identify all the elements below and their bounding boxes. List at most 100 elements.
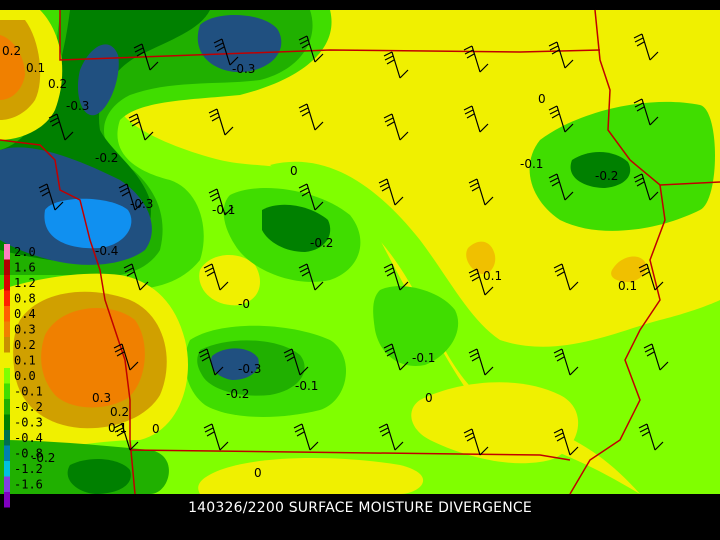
contour-label: 0.2 <box>48 77 67 91</box>
contour-label: -0.1 <box>295 379 318 393</box>
contour-label: -0.1 <box>520 157 543 171</box>
contour-label: 0.1 <box>483 269 502 283</box>
contour-fill-negative-center-a-core <box>262 204 331 252</box>
wind-barb <box>203 263 229 291</box>
wind-barb <box>638 263 664 291</box>
contour-label: -0.2 <box>595 169 618 183</box>
contour-label: -0.2 <box>226 387 249 401</box>
contour-label: -0.1 <box>412 351 435 365</box>
wind-barb <box>468 348 494 376</box>
contour-label: -0.4 <box>95 244 118 258</box>
contour-labels: 0.2 0.1 -0.3 0.2 -0.3 0 -0.2 0 -0.1 -0.2… <box>2 44 637 480</box>
wind-barb <box>633 98 659 126</box>
legend-label: 0.1 <box>14 354 36 368</box>
wind-barb <box>643 343 669 371</box>
contour-label: 0.1 <box>618 279 637 293</box>
legend-label: -1.2 <box>14 462 43 476</box>
legend-swatch <box>4 399 10 415</box>
wind-barbs <box>38 33 669 456</box>
contour-label: 0 <box>425 391 433 405</box>
contour-label: -0.3 <box>66 99 89 113</box>
contour-fill-positive-center <box>199 254 260 306</box>
contour-label: 0 <box>538 92 546 106</box>
wind-barb <box>383 51 409 79</box>
legend-label: 1.2 <box>14 276 36 290</box>
wind-barb <box>633 173 659 201</box>
legend-swatch <box>4 445 10 461</box>
wind-barb <box>298 35 324 63</box>
legend-swatch <box>4 337 10 353</box>
contour-label: 0.1 <box>108 421 127 435</box>
legend-swatch <box>4 290 10 306</box>
contour-label: 0 <box>290 164 298 178</box>
wind-barb <box>468 268 494 296</box>
wind-barb <box>123 263 149 291</box>
contour-fill-negative-southwest-core <box>67 458 131 494</box>
legend-swatch <box>4 306 10 322</box>
contour-fill-negative-east-core <box>570 151 631 188</box>
legend-label: -0.3 <box>14 416 43 430</box>
legend-label: -0.4 <box>14 431 43 445</box>
contour-fill-negative-south-center-core <box>211 348 259 380</box>
wind-barb <box>298 103 324 131</box>
contour-fill-positive-south <box>411 382 579 464</box>
wind-barb <box>293 423 319 451</box>
contour-label: 0.2 <box>2 44 21 58</box>
contour-label: 0.1 <box>26 61 45 75</box>
legend-swatch <box>4 476 10 492</box>
contour-fill-negative-north-green-core <box>77 44 119 116</box>
legend-label: -0.1 <box>14 385 43 399</box>
wind-barb <box>638 423 664 451</box>
wind-barb <box>118 183 144 211</box>
filled-contours <box>0 10 720 494</box>
legend-swatch <box>4 321 10 337</box>
legend-swatch <box>4 492 10 508</box>
wind-barb <box>133 43 159 71</box>
legend-swatch <box>4 352 10 368</box>
legend-label: 0.0 <box>14 369 36 383</box>
contour-label: 0.2 <box>110 405 129 419</box>
boundary-south <box>129 449 571 461</box>
wind-barb <box>298 183 324 211</box>
wind-barb <box>213 38 239 66</box>
state-boundaries <box>0 9 720 495</box>
legend-label: 2.0 <box>14 245 36 259</box>
legend-label: 1.6 <box>14 261 36 275</box>
boundary-west-river <box>0 139 136 495</box>
contour-fill-positive-southwest-max <box>41 308 145 408</box>
legend-label: 0.4 <box>14 307 36 321</box>
wind-barb <box>383 343 409 371</box>
contour-label: -0.3 <box>130 197 153 211</box>
contour-label: -0.2 <box>32 451 55 465</box>
contour-label: -0 <box>238 297 250 311</box>
wind-barb <box>128 113 154 141</box>
legend-swatch <box>4 414 10 430</box>
wind-barb <box>553 263 579 291</box>
legend-swatch <box>4 244 10 260</box>
wind-barb <box>113 423 139 451</box>
contour-fill-zero-band <box>270 161 720 494</box>
legend-label: -1.6 <box>14 478 43 492</box>
wind-barb <box>378 423 404 451</box>
wind-barb <box>203 423 229 451</box>
wind-barb <box>633 33 659 61</box>
wind-barb <box>553 428 579 456</box>
wind-barb <box>463 45 489 73</box>
legend-swatch <box>4 430 10 446</box>
contour-fill-positive-south-west <box>198 458 424 494</box>
legend-swatch <box>4 383 10 399</box>
contour-fill-positive-northwest-max <box>0 35 25 100</box>
wind-barb <box>553 348 579 376</box>
contour-label: -0.2 <box>310 236 333 250</box>
wind-barb <box>283 348 309 376</box>
legend-label: 0.3 <box>14 323 36 337</box>
legend-label: -2.0 <box>14 493 43 507</box>
wind-barb <box>113 343 139 371</box>
wind-barb <box>48 113 74 141</box>
legend-label: -0.2 <box>14 400 43 414</box>
contour-fill-negative-west-max <box>44 198 132 249</box>
wind-barb <box>463 428 489 456</box>
map-caption: 140326/2200 SURFACE MOISTURE DIVERGENCE <box>188 500 532 516</box>
legend-label: 0.8 <box>14 292 36 306</box>
